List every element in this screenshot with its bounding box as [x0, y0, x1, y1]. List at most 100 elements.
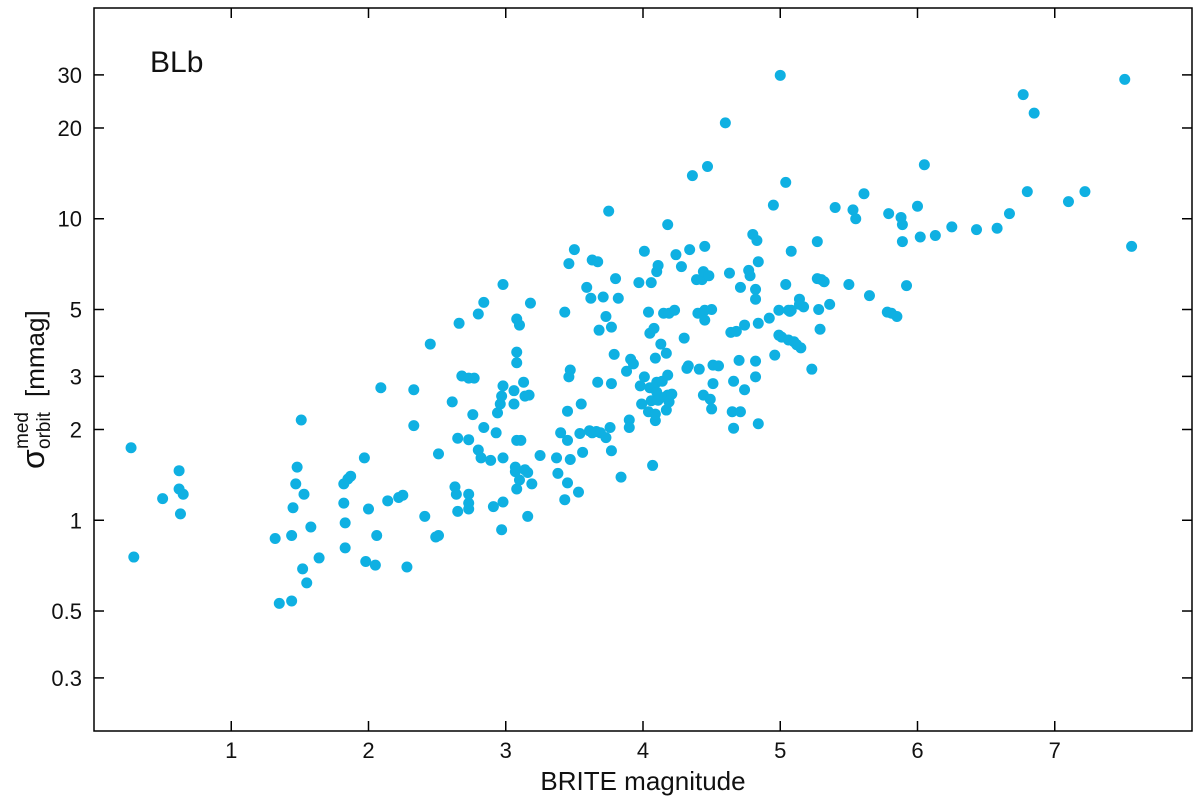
- point: [524, 297, 536, 309]
- point: [496, 390, 508, 402]
- point: [734, 281, 746, 293]
- point: [914, 231, 926, 243]
- point: [750, 293, 762, 305]
- point: [704, 393, 716, 405]
- point: [610, 273, 622, 285]
- point: [623, 414, 635, 426]
- point: [1017, 89, 1029, 101]
- point: [523, 389, 535, 401]
- point: [813, 304, 825, 316]
- point: [452, 432, 464, 444]
- point: [597, 291, 609, 303]
- point: [487, 501, 499, 513]
- y-tick-label: 5: [70, 298, 82, 323]
- y-tick-label: 2: [70, 417, 82, 442]
- point: [463, 497, 475, 509]
- point: [929, 229, 941, 241]
- plot-frame: [93, 7, 1193, 732]
- point: [946, 221, 958, 233]
- point: [605, 378, 617, 390]
- x-axis-label: BRITE magnitude: [540, 766, 745, 796]
- point: [585, 292, 597, 304]
- point: [511, 346, 523, 358]
- point: [678, 332, 690, 344]
- point: [382, 495, 394, 507]
- point: [453, 317, 465, 329]
- point: [605, 321, 617, 333]
- point: [847, 204, 859, 216]
- point: [728, 422, 740, 434]
- point: [339, 542, 351, 554]
- point: [726, 406, 738, 418]
- y-tick-label: 10: [58, 207, 82, 232]
- point: [375, 382, 387, 394]
- point: [452, 505, 464, 517]
- point: [662, 219, 674, 231]
- point: [551, 452, 563, 464]
- y-label-sub: orbit: [34, 411, 55, 449]
- y-axis-label: σ med orbit [mmag]: [12, 310, 55, 469]
- point: [744, 270, 756, 282]
- point: [829, 201, 841, 213]
- point: [991, 222, 1003, 234]
- point: [290, 478, 302, 490]
- point: [432, 448, 444, 460]
- point: [555, 427, 567, 439]
- point: [730, 325, 742, 337]
- point: [752, 256, 764, 268]
- point: [858, 188, 870, 200]
- point: [891, 311, 903, 323]
- point: [432, 530, 444, 542]
- point: [408, 384, 420, 396]
- point: [1079, 186, 1091, 198]
- point: [621, 365, 633, 377]
- point: [843, 279, 855, 291]
- point: [463, 434, 475, 446]
- point: [604, 422, 616, 434]
- point: [806, 363, 818, 375]
- point: [707, 378, 719, 390]
- point: [492, 407, 504, 419]
- point: [719, 117, 731, 129]
- point: [497, 452, 509, 464]
- point: [896, 219, 908, 231]
- point: [574, 427, 586, 439]
- point: [478, 296, 490, 308]
- point: [174, 508, 186, 520]
- y-tick-label: 20: [58, 116, 82, 141]
- point: [682, 360, 694, 372]
- y-tick-label: 3: [70, 364, 82, 389]
- point: [485, 454, 497, 466]
- point: [1028, 107, 1040, 119]
- point: [811, 236, 823, 248]
- point: [301, 577, 313, 589]
- point: [534, 449, 546, 461]
- point: [785, 304, 797, 316]
- point: [638, 245, 650, 257]
- point: [497, 496, 509, 508]
- point: [475, 452, 487, 464]
- point: [600, 432, 612, 444]
- point: [577, 446, 589, 458]
- point: [896, 236, 908, 248]
- point: [912, 200, 923, 212]
- point: [511, 483, 523, 495]
- point: [774, 69, 786, 81]
- point: [371, 530, 383, 542]
- point: [287, 502, 299, 514]
- point: [1021, 186, 1033, 198]
- point: [157, 493, 169, 505]
- y-tick-label: 0.5: [51, 599, 82, 624]
- point: [592, 256, 604, 268]
- point: [125, 442, 137, 454]
- point: [552, 467, 564, 479]
- point: [780, 176, 792, 188]
- point: [564, 454, 576, 466]
- point: [297, 563, 309, 575]
- x-tick-label: 3: [500, 738, 512, 763]
- point: [751, 234, 763, 246]
- point: [515, 434, 527, 446]
- point: [446, 396, 458, 408]
- point: [649, 408, 661, 420]
